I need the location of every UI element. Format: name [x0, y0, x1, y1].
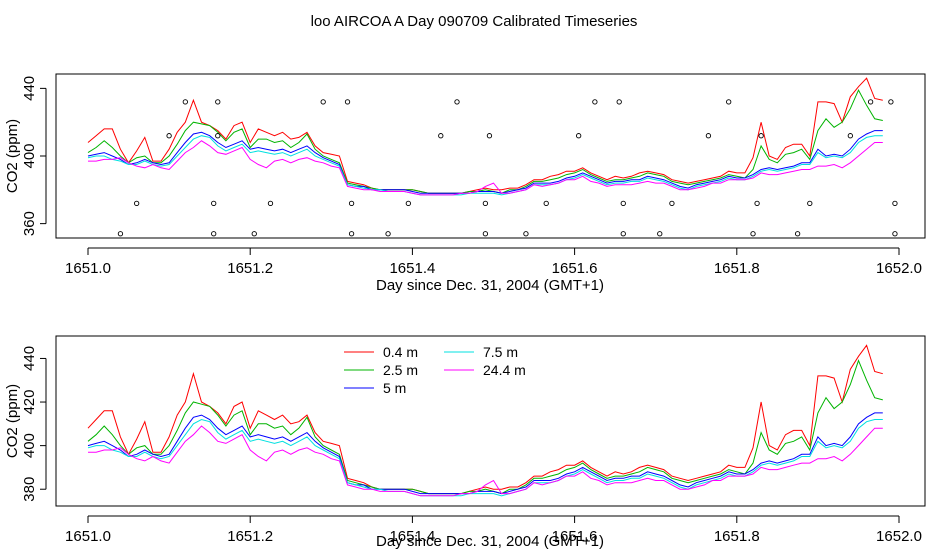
overlay-point — [211, 200, 217, 206]
overlay-point — [616, 99, 622, 105]
bottom-x-axis: 1651.0 1651.2 1651.4 1651.6 1651.8 1652.0 — [65, 515, 922, 545]
top-panel: 1651.0 1651.2 1651.4 1651.6 1651.8 1652.0 360… — [4, 73, 926, 294]
overlay-point — [867, 99, 874, 105]
legend: 0.4 m 2.5 m 5 m 7.5 m 24.4 m — [344, 344, 526, 396]
overlay-point — [405, 200, 411, 206]
overlay-point — [486, 133, 493, 139]
overlay-point — [543, 200, 549, 206]
overlay-point — [182, 99, 188, 105]
overlay-point — [348, 200, 355, 206]
overlay-point — [847, 133, 853, 139]
overlay-point — [348, 231, 355, 237]
overlay-point — [454, 99, 460, 105]
overlay-point — [211, 231, 217, 237]
overlay-point — [344, 99, 351, 105]
top-series-lines — [87, 77, 883, 196]
overlay-point — [482, 231, 489, 237]
series-line-5-m — [87, 130, 883, 194]
overlay-point — [754, 200, 760, 206]
y-tick-label: 400 — [21, 143, 38, 168]
bottom-y-axis-label: CO2 (ppm) — [4, 384, 21, 458]
overlay-point — [892, 231, 898, 237]
x-tick-label: 1651.2 — [227, 528, 273, 545]
x-tick-label: 1651.6 — [552, 260, 598, 277]
overlay-point — [385, 231, 391, 237]
series-line-7-5-m — [87, 418, 883, 497]
overlay-point — [657, 231, 663, 237]
top-plot-frame — [55, 73, 926, 239]
overlay-point — [482, 200, 489, 206]
series-line-5-m — [87, 412, 883, 495]
legend-label: 7.5 m — [483, 344, 518, 360]
overlay-point — [576, 133, 582, 139]
overlay-point — [215, 99, 221, 105]
top-x-axis-label: Day since Dec. 31, 2004 (GMT+1) — [376, 277, 604, 294]
y-tick-label: 440 — [21, 76, 38, 101]
overlay-point — [726, 99, 732, 105]
series-line-24-4-m — [88, 425, 883, 497]
overlay-point — [134, 200, 140, 206]
overlay-point — [758, 133, 764, 139]
overlay-point — [267, 200, 274, 206]
y-tick-label: 400 — [21, 433, 38, 458]
overlay-point — [592, 99, 598, 105]
x-tick-label: 1651.8 — [714, 528, 760, 545]
x-tick-label: 1651.0 — [65, 528, 111, 545]
series-line-2-5-m — [87, 88, 883, 194]
overlay-point — [888, 99, 894, 105]
overlay-point — [166, 133, 172, 139]
overlay-point — [794, 231, 801, 237]
overlay-point — [320, 99, 326, 105]
overlay-point — [215, 133, 221, 139]
x-tick-label: 1651.2 — [227, 260, 273, 277]
series-line-2-5-m — [87, 359, 883, 495]
top-y-axis: 360 400 440 — [21, 76, 47, 236]
x-tick-label: 1652.0 — [876, 260, 922, 277]
overlay-point — [892, 200, 898, 206]
overlay-point — [523, 231, 529, 237]
overlay-point — [669, 200, 675, 206]
x-tick-label: 1651.4 — [389, 528, 435, 545]
bottom-plot-frame — [55, 335, 926, 507]
legend-label: 2.5 m — [383, 362, 418, 378]
legend-label: 0.4 m — [383, 344, 418, 360]
y-tick-label: 380 — [21, 477, 38, 502]
top-x-axis: 1651.0 1651.2 1651.4 1651.6 1651.8 1652.0 — [65, 247, 922, 277]
bottom-y-axis: 380 400 420 440 — [21, 346, 47, 502]
overlay-point — [750, 231, 756, 237]
top-y-axis-label: CO2 (ppm) — [4, 119, 21, 193]
series-line-0-4-m — [87, 344, 883, 495]
x-tick-label: 1651.0 — [65, 260, 111, 277]
top-overlay-points — [117, 99, 898, 237]
overlay-point — [807, 200, 813, 206]
overlay-point — [438, 133, 444, 139]
bottom-series-lines — [87, 344, 883, 497]
overlay-point — [117, 231, 124, 237]
y-tick-label: 440 — [21, 346, 38, 371]
overlay-point — [620, 231, 626, 237]
x-tick-label: 1651.6 — [552, 528, 598, 545]
legend-label: 24.4 m — [483, 362, 526, 378]
series-line-0-4-m — [87, 77, 883, 194]
x-tick-label: 1651.8 — [714, 260, 760, 277]
series-line-24-4-m — [88, 140, 883, 196]
x-tick-label: 1651.4 — [389, 260, 435, 277]
y-tick-label: 420 — [21, 390, 38, 415]
y-tick-label: 360 — [21, 211, 38, 236]
legend-label: 5 m — [383, 380, 406, 396]
series-line-7-5-m — [87, 135, 883, 196]
x-tick-label: 1652.0 — [876, 528, 922, 545]
overlay-point — [620, 200, 626, 206]
bottom-panel: 1651.0 1651.2 1651.4 1651.6 1651.8 1652.0 380… — [4, 335, 926, 550]
chart-title: loo AIRCOA A Day 090709 Calibrated Times… — [311, 13, 638, 30]
bottom-x-axis-label: Day since Dec. 31, 2004 (GMT+1) — [376, 533, 604, 550]
overlay-point — [705, 133, 712, 139]
overlay-point — [251, 231, 257, 237]
